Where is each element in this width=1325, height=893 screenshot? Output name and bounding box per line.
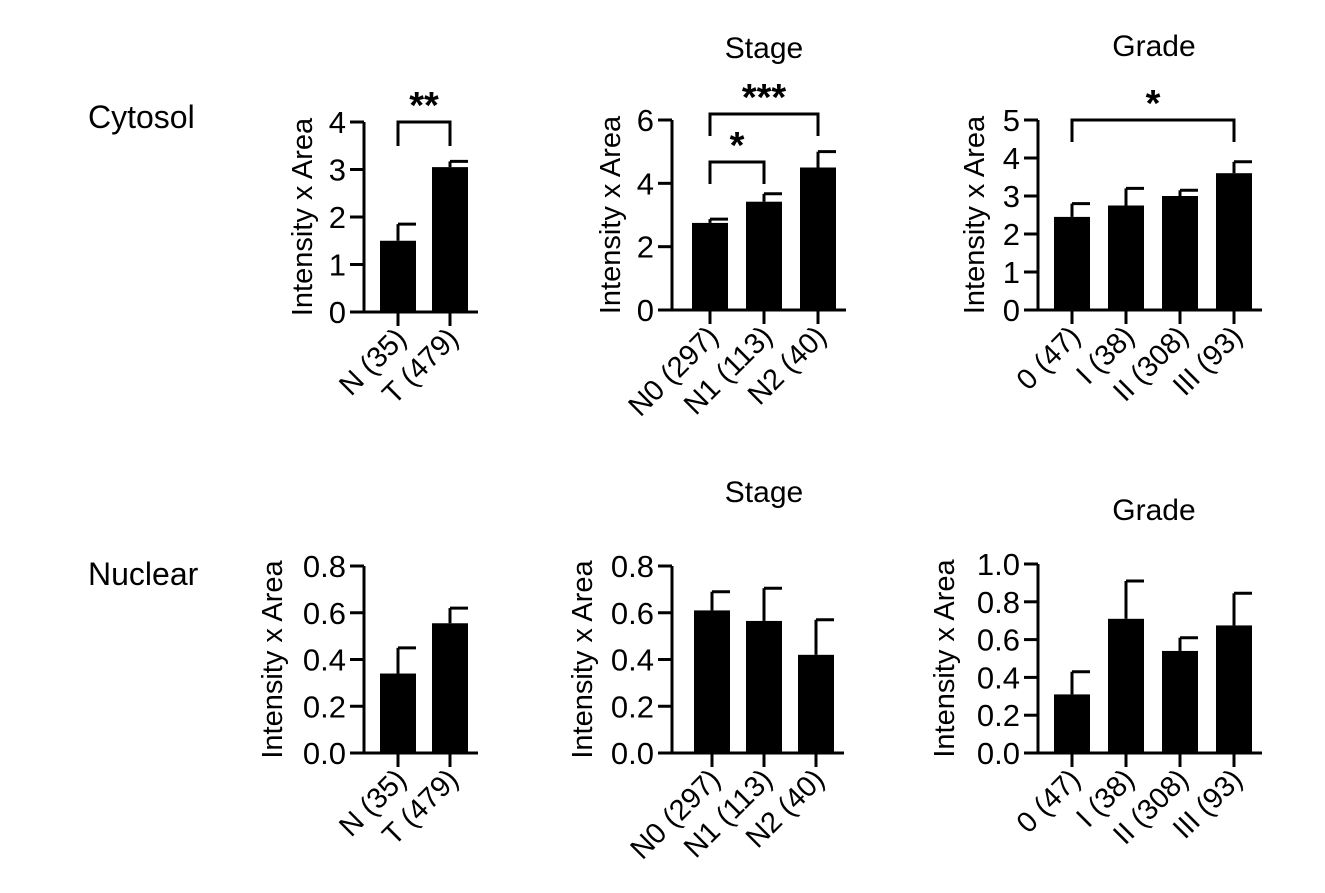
x-tick-label: 0 (47) (1011, 320, 1087, 396)
y-tick-label: 2 (637, 230, 654, 265)
y-tick-label: 3 (329, 153, 346, 188)
y-axis-label: Intensity x Area (287, 117, 319, 316)
y-tick-label: 5 (1003, 103, 1020, 138)
y-tick-label: 1.0 (977, 547, 1020, 582)
chart-title: Grade (1112, 494, 1195, 527)
bar (694, 610, 730, 753)
y-tick-label: 0 (1003, 293, 1020, 328)
significance-label: * (730, 125, 745, 167)
y-tick-label: 0.2 (977, 698, 1020, 733)
y-tick-label: 0.8 (303, 549, 346, 584)
bar (1054, 216, 1090, 310)
y-tick-label: 3 (1003, 179, 1020, 214)
y-tick-label: 2 (329, 200, 346, 235)
y-tick-label: 0.8 (977, 585, 1020, 620)
bar (1216, 173, 1252, 310)
significance-bracket (1070, 118, 1236, 142)
y-tick-label: 2 (1003, 217, 1020, 252)
y-tick-label: 4 (329, 105, 346, 140)
significance-bracket (708, 160, 766, 184)
significance-label: * (1146, 83, 1161, 125)
y-tick-label: 0.8 (611, 549, 654, 584)
chart-title: Grade (1112, 30, 1195, 63)
y-tick-label: 0.6 (977, 623, 1020, 658)
y-tick-label: 0.0 (611, 736, 654, 771)
y-tick-label: 0.4 (303, 643, 346, 678)
significance-bracket (396, 120, 452, 146)
y-tick-label: 1 (1003, 255, 1020, 290)
bar (432, 623, 468, 753)
significance-label: ** (409, 85, 439, 127)
y-axis-label: Intensity x Area (595, 115, 627, 314)
y-tick-label: 0.4 (977, 660, 1020, 695)
y-tick-label: 0.2 (611, 689, 654, 724)
bar (380, 673, 416, 753)
bar (1108, 205, 1144, 310)
bar (1162, 196, 1198, 310)
y-tick-label: 0.0 (303, 736, 346, 771)
y-tick-label: 4 (637, 166, 654, 201)
bar (692, 222, 728, 310)
x-tick-label: 0 (47) (1011, 763, 1087, 839)
y-axis-label: Intensity x Area (929, 558, 961, 757)
chart-title: Stage (725, 32, 803, 65)
bar (746, 620, 782, 753)
chart-panel: Grade Intensity x Area 0.00.20.40.60.81.0 0… (929, 494, 1262, 851)
y-axis-label: Intensity x Area (567, 559, 599, 758)
bar (380, 240, 416, 312)
bar (1108, 618, 1144, 753)
bar (1162, 650, 1198, 753)
y-axis-label: Intensity x Area (959, 115, 991, 314)
y-tick-label: 0.6 (611, 596, 654, 631)
chart-panel: Intensity x Area 0.00.20.40.60.8N (35)T (… (257, 549, 478, 852)
y-tick-label: 6 (637, 103, 654, 138)
bar (800, 167, 836, 310)
y-tick-label: 0.6 (303, 596, 346, 631)
row-label-nuclear: Nuclear (88, 556, 199, 592)
chart-title: Stage (725, 476, 803, 509)
y-tick-label: 0 (329, 295, 346, 330)
significance-bracket (708, 112, 820, 136)
y-tick-label: 0 (637, 293, 654, 328)
bar (798, 654, 834, 753)
row-label-cytosol: Cytosol (88, 99, 195, 135)
y-tick-label: 0.4 (611, 643, 654, 678)
bar (432, 167, 468, 312)
y-tick-label: 0.0 (977, 736, 1020, 771)
significance-label: *** (742, 77, 787, 119)
y-tick-label: 1 (329, 248, 346, 283)
bar (746, 201, 782, 310)
bar (1216, 625, 1252, 753)
y-tick-label: 0.2 (303, 689, 346, 724)
bar (1054, 694, 1090, 753)
y-axis-label: Intensity x Area (257, 559, 289, 758)
y-tick-label: 4 (1003, 141, 1020, 176)
